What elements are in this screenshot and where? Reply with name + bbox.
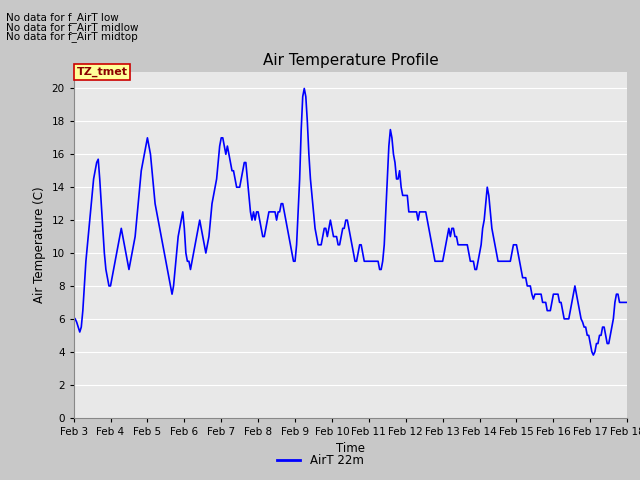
X-axis label: Time: Time: [336, 442, 365, 455]
Text: TZ_tmet: TZ_tmet: [76, 67, 127, 77]
Legend: AirT 22m: AirT 22m: [272, 449, 368, 472]
Title: Air Temperature Profile: Air Temperature Profile: [262, 53, 438, 68]
Text: No data for f_AirT low: No data for f_AirT low: [6, 12, 119, 23]
Text: No data for f_AirT midlow: No data for f_AirT midlow: [6, 22, 139, 33]
Text: No data for f_AirT midtop: No data for f_AirT midtop: [6, 31, 138, 42]
Y-axis label: Air Temperature (C): Air Temperature (C): [33, 187, 46, 303]
